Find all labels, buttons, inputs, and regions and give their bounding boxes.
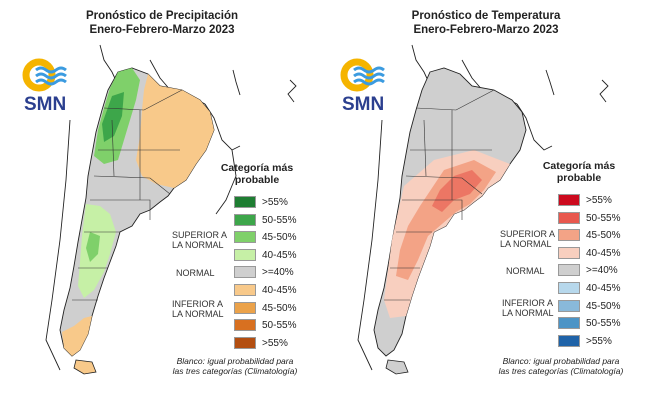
precip-group-normal: NORMAL	[176, 268, 215, 278]
chile-coast	[45, 119, 71, 371]
legend-swatch	[234, 284, 256, 296]
legend-label: >=40%	[262, 267, 294, 279]
precip-group-superior-line1: SUPERIOR A	[172, 230, 228, 240]
smn-logo-text: SMN	[342, 94, 385, 115]
smn-logo-icon	[340, 58, 385, 92]
legend-label: 50-55%	[586, 212, 621, 224]
legend-label: 50-55%	[262, 320, 297, 332]
legend-label: >=40%	[586, 265, 618, 277]
temp-legend-title-line1: Categoría más	[542, 160, 616, 172]
legend-swatch	[558, 246, 580, 259]
precipitation-map	[45, 44, 297, 375]
precipitation-title: Pronóstico de Precipitación Enero-Febrer…	[0, 9, 324, 37]
legend-label: >55%	[586, 335, 612, 347]
temperature-panel: Pronóstico de Temperatura Enero-Febrero-…	[324, 0, 648, 416]
smn-logo-text: SMN	[24, 94, 67, 115]
precip-note: Blanco: igual probabilidad para las tres…	[150, 356, 320, 376]
temp-legend-title-line2: probable	[556, 172, 602, 184]
precipitation-panel: Pronóstico de Precipitación Enero-Febrer…	[0, 9, 324, 376]
legend-swatch	[558, 334, 580, 347]
tierra-del-fuego	[73, 359, 97, 375]
legend-label: 40-45%	[586, 247, 621, 259]
temp-superior-strong	[432, 170, 482, 212]
legend-label: 50-55%	[586, 318, 621, 330]
temp-group-inferior-line1: INFERIOR A	[502, 298, 554, 308]
precip-inferior-ne	[136, 74, 214, 188]
temperature-map	[357, 44, 609, 375]
precip-group-inferior: INFERIOR A LA NORMAL	[172, 299, 224, 319]
precip-group-inferior-line2: LA NORMAL	[172, 309, 224, 319]
legend-label: 45-50%	[262, 302, 297, 314]
legend-label: >55%	[262, 197, 288, 208]
legend-swatch	[234, 196, 256, 208]
legend-label: 45-50%	[586, 300, 621, 312]
province-borders	[72, 89, 183, 301]
precip-note-line2: las tres categorías (Climatología)	[172, 366, 298, 376]
legend-label: >55%	[586, 195, 612, 206]
tierra-del-fuego	[385, 359, 409, 375]
legend-swatch	[234, 319, 256, 332]
precip-legend-title-line1: Categoría más	[220, 162, 294, 174]
precip-group-superior-line2: LA NORMAL	[172, 240, 224, 250]
precipitation-period: Enero-Febrero-Marzo 2023	[89, 24, 235, 36]
precip-group-superior: SUPERIOR A LA NORMAL	[172, 230, 227, 250]
legend-label: 45-50%	[262, 232, 297, 244]
legend-swatch	[558, 229, 580, 242]
precip-legend-title: Categoría más probable	[202, 162, 312, 186]
temp-group-inferior: INFERIOR A LA NORMAL	[502, 298, 554, 318]
smn-logo: SMN	[22, 58, 78, 116]
legend-swatch	[234, 336, 256, 349]
precip-legend-title-line2: probable	[234, 174, 280, 186]
legend-label: 40-45%	[586, 283, 621, 294]
legend-swatch	[558, 299, 580, 312]
temp-group-superior-line2: LA NORMAL	[500, 239, 552, 249]
legend-label: >55%	[262, 337, 288, 349]
legend-swatch	[558, 282, 580, 294]
temp-group-normal: NORMAL	[506, 266, 545, 276]
smn-logo-icon	[22, 58, 67, 92]
temp-note-line2: las tres categorías (Climatología)	[498, 366, 624, 376]
temperature-period: Enero-Febrero-Marzo 2023	[413, 24, 559, 36]
temp-group-inferior-line2: LA NORMAL	[502, 308, 554, 318]
precip-inferior-south	[62, 316, 92, 356]
legend-label: 40-45%	[262, 249, 297, 261]
legend-swatch	[558, 264, 580, 277]
province-borders	[384, 89, 495, 301]
precip-group-inferior-line1: INFERIOR A	[172, 299, 224, 309]
legend-swatch	[234, 231, 256, 244]
temp-group-superior-line1: SUPERIOR A	[500, 229, 556, 239]
legend-swatch	[558, 194, 580, 206]
precip-note-line1: Blanco: igual probabilidad para	[176, 356, 294, 366]
temp-legend-title: Categoría más probable	[524, 160, 634, 184]
smn-logo: SMN	[340, 58, 396, 116]
legend-swatch	[234, 301, 256, 314]
legend-swatch	[234, 266, 256, 279]
precip-superior-south-mid	[86, 232, 100, 262]
precipitation-title-line1: Pronóstico de Precipitación	[85, 10, 239, 22]
legend-label: 50-55%	[262, 214, 297, 226]
legend-label: 45-50%	[586, 230, 621, 242]
precip-superior-north-strong	[102, 92, 124, 142]
temp-note-line1: Blanco: igual probabilidad para	[502, 356, 620, 366]
temperature-title-line1: Pronóstico de Temperatura	[411, 10, 561, 22]
temp-group-superior: SUPERIOR A LA NORMAL	[500, 229, 555, 249]
legend-swatch	[234, 213, 256, 226]
legend-swatch	[558, 317, 580, 330]
legend-swatch	[558, 211, 580, 224]
temp-note: Blanco: igual probabilidad para las tres…	[476, 356, 646, 376]
chile-coast	[357, 119, 383, 371]
temperature-title: Pronóstico de Temperatura Enero-Febrero-…	[324, 9, 648, 37]
legend-swatch	[234, 248, 256, 261]
legend-label: 40-45%	[262, 285, 297, 296]
